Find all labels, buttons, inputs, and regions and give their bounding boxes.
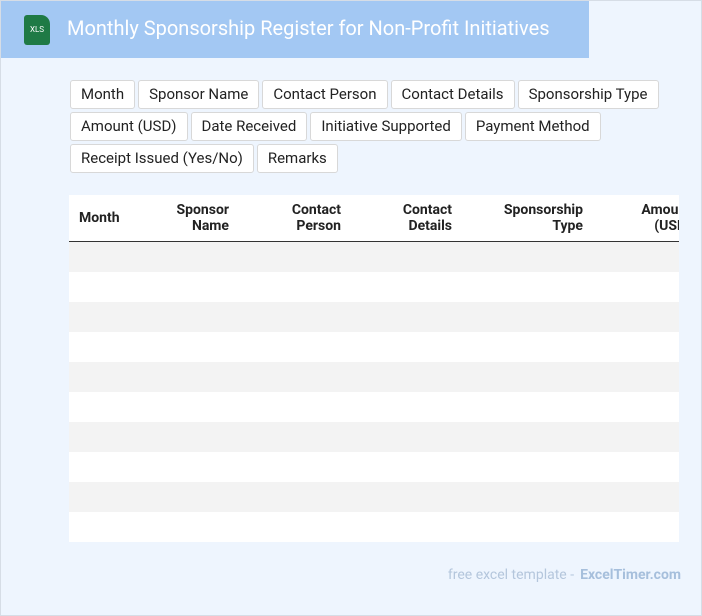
- field-tag[interactable]: Receipt Issued (Yes/No): [70, 144, 254, 173]
- table-cell: [69, 512, 151, 542]
- header-row: Month Sponsor Name Contact Person Contact D…: [69, 195, 679, 242]
- table-cell: [593, 272, 679, 302]
- table-row: [69, 422, 679, 452]
- field-tag[interactable]: Contact Details: [390, 80, 515, 109]
- footer-text: free excel template -: [447, 567, 575, 583]
- table-cell: [351, 302, 462, 332]
- table-cell: [593, 362, 679, 392]
- table-cell: [151, 452, 239, 482]
- table-cell: [462, 241, 593, 272]
- table-cell: [593, 392, 679, 422]
- column-header: Contact Person: [239, 195, 351, 242]
- table-cell: [462, 482, 593, 512]
- table-cell: [69, 362, 151, 392]
- table-cell: [151, 422, 239, 452]
- table-cell: [151, 302, 239, 332]
- table-cell: [69, 452, 151, 482]
- footer: free excel template - ExcelTimer.com: [448, 567, 681, 583]
- table-cell: [593, 332, 679, 362]
- table-cell: [69, 241, 151, 272]
- column-header: Sponsor Name: [151, 195, 239, 242]
- table-row: [69, 362, 679, 392]
- table-cell: [351, 392, 462, 422]
- table-cell: [151, 392, 239, 422]
- table-cell: [351, 422, 462, 452]
- table-cell: [462, 272, 593, 302]
- table-cell: [239, 272, 351, 302]
- table-cell: [593, 452, 679, 482]
- column-header: Sponsorship Type: [462, 195, 593, 242]
- field-tag[interactable]: Sponsorship Type: [517, 80, 659, 109]
- table-cell: [351, 362, 462, 392]
- field-tag[interactable]: Contact Person: [262, 80, 388, 109]
- field-tag[interactable]: Date Received: [190, 112, 308, 141]
- table-cell: [351, 332, 462, 362]
- table-cell: [239, 452, 351, 482]
- file-icon: XLS: [24, 15, 50, 45]
- table-cell: [69, 422, 151, 452]
- table-row: [69, 302, 679, 332]
- table-cell: [239, 512, 351, 542]
- table-cell: [151, 241, 239, 272]
- table-row: [69, 332, 679, 362]
- page-title: Monthly Sponsorship Register for Non-Pro…: [67, 16, 550, 40]
- table-row: [69, 452, 679, 482]
- table-cell: [239, 241, 351, 272]
- table-cell: [239, 332, 351, 362]
- table-cell: [593, 482, 679, 512]
- table-cell: [462, 392, 593, 422]
- field-tag[interactable]: Payment Method: [464, 112, 601, 141]
- table-container: Month Sponsor Name Contact Person Contact D…: [69, 195, 679, 542]
- table-cell: [462, 362, 593, 392]
- table-cell: [351, 241, 462, 272]
- table-cell: [69, 332, 151, 362]
- table-cell: [462, 302, 593, 332]
- banner: XLS Monthly Sponsorship Register for Non…: [1, 1, 589, 58]
- table-cell: [462, 422, 593, 452]
- table-cell: [593, 422, 679, 452]
- table-cell: [151, 482, 239, 512]
- table-cell: [593, 302, 679, 332]
- table-row: [69, 241, 679, 272]
- table-cell: [151, 512, 239, 542]
- register-table: Month Sponsor Name Contact Person Contact D…: [69, 195, 679, 542]
- table-cell: [593, 241, 679, 272]
- column-header: Amount (USD): [593, 195, 679, 242]
- field-tag[interactable]: Sponsor Name: [138, 80, 260, 109]
- table-row: [69, 272, 679, 302]
- table-row: [69, 512, 679, 542]
- table-cell: [462, 452, 593, 482]
- table-cell: [151, 362, 239, 392]
- field-tag[interactable]: Amount (USD): [70, 112, 188, 141]
- table-cell: [239, 392, 351, 422]
- table-cell: [351, 452, 462, 482]
- table-cell: [351, 512, 462, 542]
- brand-link[interactable]: ExcelTimer.com: [580, 567, 681, 583]
- table-cell: [239, 482, 351, 512]
- table-cell: [239, 302, 351, 332]
- table-cell: [351, 482, 462, 512]
- table-row: [69, 482, 679, 512]
- table-cell: [462, 512, 593, 542]
- column-header: Contact Details: [351, 195, 462, 242]
- column-header: Month: [69, 195, 151, 242]
- table-body: [69, 241, 679, 543]
- table-cell: [462, 332, 593, 362]
- table-cell: [151, 272, 239, 302]
- table-cell: [69, 272, 151, 302]
- table-row: [69, 392, 679, 422]
- table-cell: [151, 332, 239, 362]
- table-cell: [239, 422, 351, 452]
- table-cell: [593, 512, 679, 542]
- table-cell: [239, 362, 351, 392]
- field-tag[interactable]: Remarks: [256, 144, 338, 173]
- table-cell: [69, 392, 151, 422]
- table-cell: [69, 302, 151, 332]
- field-list: Month Sponsor Name Contact Person Contact D…: [70, 80, 670, 173]
- table-cell: [351, 272, 462, 302]
- table-cell: [69, 482, 151, 512]
- field-tag[interactable]: Month: [70, 80, 136, 109]
- field-tag[interactable]: Initiative Supported: [310, 112, 462, 141]
